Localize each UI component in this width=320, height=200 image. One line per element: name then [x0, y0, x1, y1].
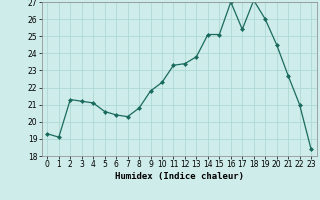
X-axis label: Humidex (Indice chaleur): Humidex (Indice chaleur): [115, 172, 244, 181]
